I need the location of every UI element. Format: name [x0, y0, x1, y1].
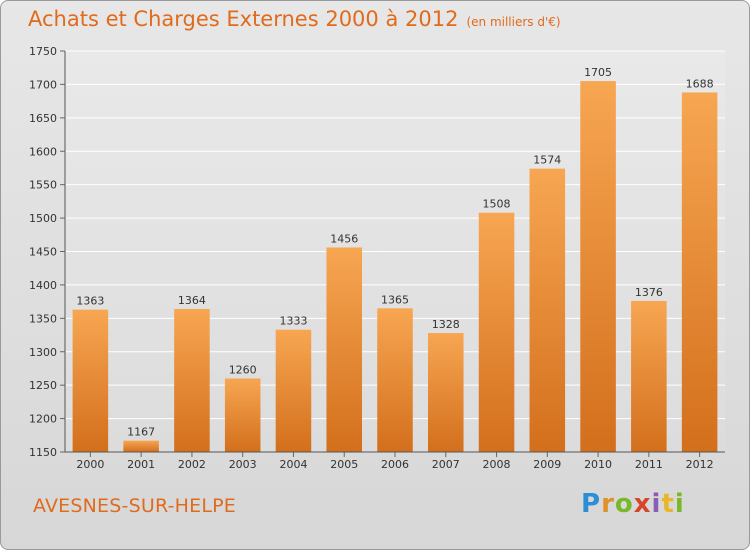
x-tick-label: 2010	[584, 458, 612, 471]
x-tick-label: 2005	[330, 458, 358, 471]
y-tick-label: 1300	[29, 346, 57, 359]
y-axis: 1150 1200 1250 1300 1350 1400 1450 1500 1550 1600…	[29, 45, 66, 459]
bars: 1363 1167 1364 1260 1333 1456 1365 1328 1508 1574…	[72, 66, 718, 453]
place-name: AVESNES-SUR-HELPE	[33, 495, 236, 517]
chart-unit: (en milliers d'€)	[466, 15, 561, 29]
x-tick-label: 2003	[229, 458, 257, 471]
x-tick-label: 2001	[127, 458, 155, 471]
bar-value-label: 1333	[279, 315, 307, 328]
title-block: Achats et Charges Externes 2000 à 2012 (e…	[28, 7, 561, 31]
bar-value-label: 1705	[584, 66, 612, 79]
bar-2011	[631, 300, 667, 452]
x-tick-label: 2006	[381, 458, 409, 471]
y-tick-label: 1750	[29, 45, 57, 58]
y-tick-label: 1700	[29, 78, 57, 91]
bar-value-label: 1688	[686, 77, 714, 90]
x-tick-label: 2012	[686, 458, 714, 471]
bar-2001	[123, 440, 159, 452]
y-tick-label: 1600	[29, 145, 57, 158]
y-tick-label: 1550	[29, 179, 57, 192]
x-tick-label: 2009	[533, 458, 561, 471]
x-tick-label: 2002	[178, 458, 206, 471]
y-tick-label: 1350	[29, 312, 57, 325]
bar-value-label: 1363	[76, 295, 104, 308]
bar-2010	[580, 81, 616, 452]
x-tick-label: 2007	[432, 458, 460, 471]
bar-2000	[72, 309, 109, 452]
bar-2005	[326, 247, 362, 452]
y-tick-label: 1650	[29, 112, 57, 125]
bar-value-label: 1508	[483, 198, 511, 211]
bar-value-label: 1260	[229, 363, 257, 376]
bar-value-label: 1456	[330, 232, 358, 245]
x-tick-label: 2011	[635, 458, 663, 471]
bar-value-label: 1376	[635, 286, 663, 299]
x-tick-label: 2004	[279, 458, 307, 471]
bar-2012	[681, 92, 718, 452]
bar-2008	[478, 212, 515, 452]
bar-value-label: 1364	[178, 294, 206, 307]
bar-2002	[174, 308, 210, 452]
bar-value-label: 1574	[533, 154, 561, 167]
y-tick-label: 1150	[29, 446, 57, 459]
brand-logo: Proxiti	[581, 489, 685, 519]
y-tick-label: 1500	[29, 212, 57, 225]
x-axis: 2000 2001 2002 2003 2004 2005 2006 2007 2008 2009…	[65, 451, 725, 471]
chart-title: Achats et Charges Externes 2000 à 2012	[28, 7, 459, 31]
y-tick-label: 1250	[29, 379, 57, 392]
y-tick-label: 1450	[29, 246, 57, 259]
bar-2003	[224, 378, 261, 452]
bar-2007	[428, 333, 464, 452]
y-tick-label: 1400	[29, 279, 57, 292]
bar-value-label: 1167	[127, 426, 155, 439]
bar-2004	[275, 329, 312, 452]
bar-2006	[377, 308, 413, 452]
bar-2009	[529, 168, 566, 453]
x-tick-label: 2000	[76, 458, 104, 471]
bar-value-label: 1328	[432, 318, 460, 331]
y-tick-label: 1200	[29, 413, 57, 426]
bar-value-label: 1365	[381, 293, 409, 306]
x-tick-label: 2008	[483, 458, 511, 471]
